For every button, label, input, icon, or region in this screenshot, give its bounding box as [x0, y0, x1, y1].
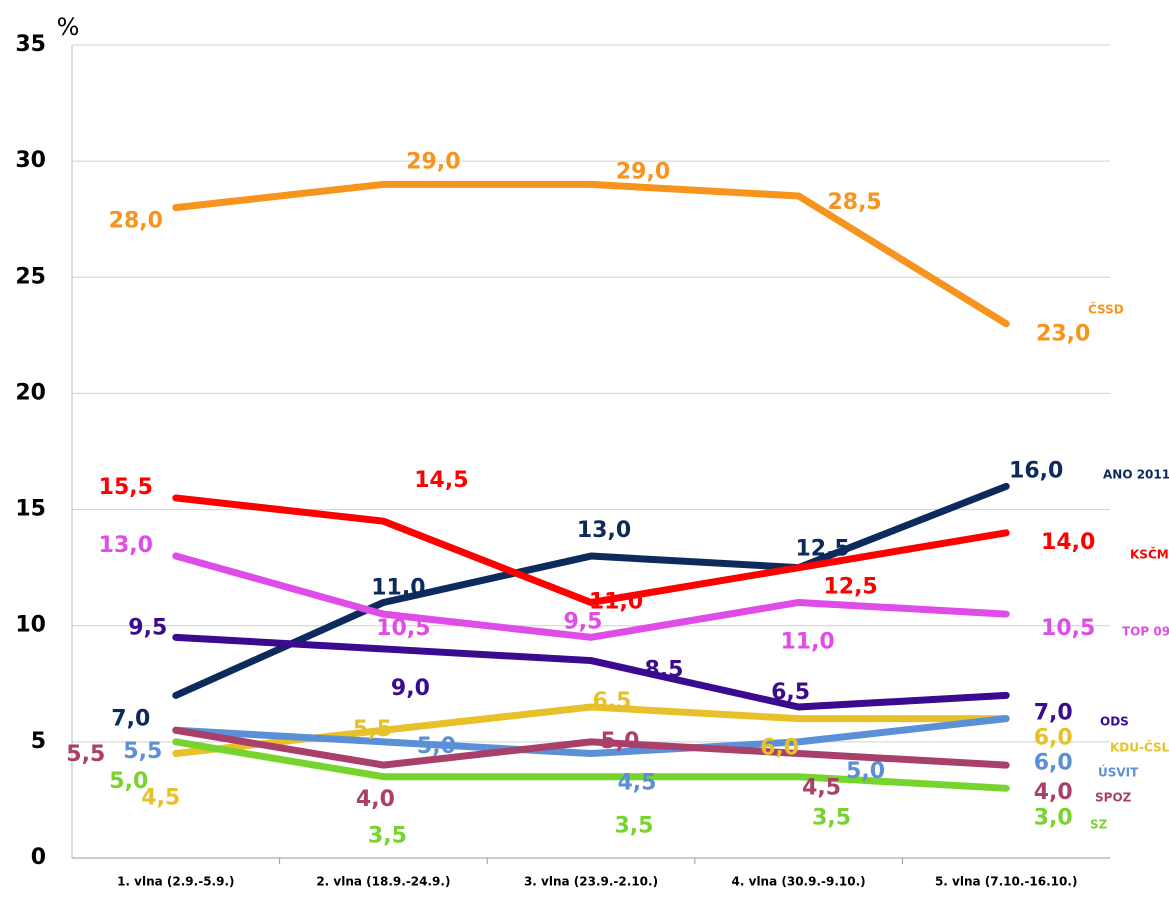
data-label: 5,5	[66, 742, 105, 767]
data-label: 28,5	[827, 190, 881, 215]
y-tick-label: 0	[31, 845, 46, 870]
series-name: ANO 2011	[1103, 468, 1169, 482]
series-name: TOP 09	[1122, 625, 1169, 639]
data-label: 12,5	[823, 575, 877, 600]
data-label: 6,5	[771, 680, 810, 705]
data-label: 28,0	[109, 209, 163, 234]
series-line	[172, 180, 1010, 328]
data-label: 3,5	[812, 806, 851, 831]
series-line	[172, 738, 1010, 792]
series-line	[172, 552, 1010, 641]
y-tick-label: 35	[15, 32, 46, 57]
series-name: ČSSD	[1088, 302, 1124, 317]
data-label: 29,0	[616, 159, 670, 184]
y-tick-label: 20	[15, 380, 46, 405]
data-label: 11,0	[780, 629, 834, 654]
data-label: 8,5	[645, 658, 684, 683]
y-tick-label: 10	[15, 613, 46, 638]
series-name: SPOZ	[1095, 791, 1132, 805]
data-label: 4,0	[356, 787, 395, 812]
y-tick-label: 30	[15, 148, 46, 173]
data-label: 7,0	[111, 706, 150, 731]
y-tick-label: 5	[31, 729, 46, 754]
data-label: 15,5	[99, 475, 153, 500]
data-label: 23,0	[1036, 322, 1090, 347]
data-label: 3,0	[1034, 805, 1073, 830]
data-label: 13,0	[577, 518, 631, 543]
series-name: KSČM	[1130, 547, 1169, 562]
x-tick-label: 1. vlna (2.9.-5.9.)	[117, 875, 234, 889]
data-label: 6,0	[760, 736, 799, 761]
data-label: 5,0	[846, 759, 885, 784]
data-label: 6,5	[593, 689, 632, 714]
y-tick-label: 25	[15, 264, 46, 289]
series-line	[172, 726, 1010, 769]
data-label: 3,5	[368, 824, 407, 849]
series-name: ÚSVIT	[1098, 765, 1139, 780]
x-tick-label: 4. vlna (30.9.-9.10.)	[732, 875, 866, 889]
data-label: 9,5	[128, 615, 167, 640]
data-label: 5,0	[109, 769, 148, 794]
data-label: 13,0	[99, 533, 153, 558]
x-tick-label: 2. vlna (18.9.-24.9.)	[316, 875, 450, 889]
data-label: 7,0	[1034, 700, 1073, 725]
data-label: 6,0	[1034, 751, 1073, 776]
data-label: 4,5	[141, 785, 180, 810]
data-label: 5,0	[601, 729, 640, 754]
data-label: 11,0	[371, 575, 425, 600]
series-line	[172, 715, 1010, 757]
series-line	[172, 482, 1010, 699]
data-label: 4,5	[618, 770, 657, 795]
data-label: 5,5	[123, 739, 162, 764]
data-label: 4,0	[1034, 780, 1073, 805]
data-label: 5,5	[353, 717, 392, 742]
x-tick-label: 5. vlna (7.10.-16.10.)	[935, 875, 1077, 889]
series-name: KDU-ČSL	[1110, 740, 1169, 755]
y-unit: %	[57, 13, 80, 41]
data-label: 11,0	[589, 589, 643, 614]
series-line	[172, 633, 1010, 711]
series-name: ODS	[1100, 715, 1129, 729]
series-line	[172, 494, 1010, 606]
data-label: 5,0	[417, 734, 456, 759]
data-label: 29,0	[406, 149, 460, 174]
data-label: 4,5	[802, 775, 841, 800]
x-tick-label: 3. vlna (23.9.-2.10.)	[524, 875, 658, 889]
data-label: 6,0	[1034, 726, 1073, 751]
data-label: 14,0	[1041, 530, 1095, 555]
data-label: 10,5	[1041, 616, 1095, 641]
y-tick-label: 15	[15, 497, 46, 522]
data-label: 9,5	[564, 609, 603, 634]
data-label: 9,0	[391, 676, 430, 701]
data-label: 10,5	[376, 616, 430, 641]
data-label: 16,0	[1009, 458, 1063, 483]
series-name: SZ	[1090, 818, 1108, 832]
data-label: 3,5	[615, 814, 654, 839]
data-label: 12,5	[795, 537, 849, 562]
data-label: 14,5	[414, 468, 468, 493]
